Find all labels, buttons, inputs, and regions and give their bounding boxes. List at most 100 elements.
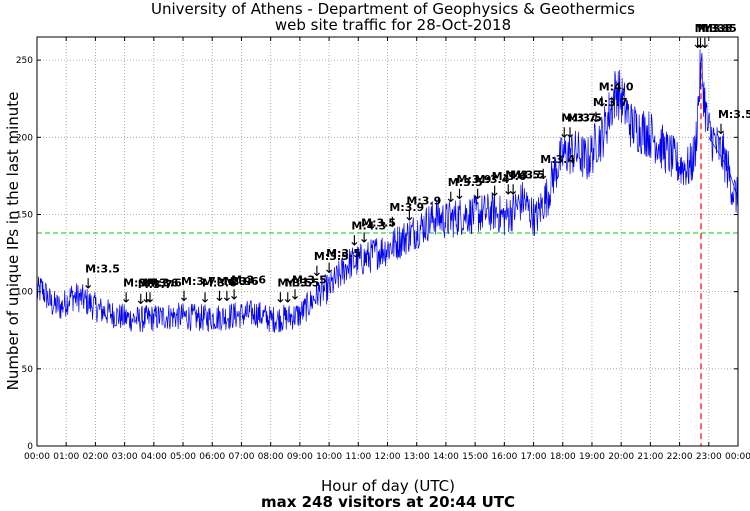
earthquake-marker: ↓M:3.5 xyxy=(507,168,545,198)
earthquake-arrow-icon: ↓ xyxy=(404,209,416,225)
y-tick-label: 150 xyxy=(16,210,33,220)
earthquake-marker: ↓M:3.5 xyxy=(502,168,540,198)
earthquake-arrow-icon: ↓ xyxy=(144,290,156,306)
earthquake-magnitude-label: M:3.7 xyxy=(561,111,596,124)
earthquake-marker: ↓M:3.5 xyxy=(323,247,361,277)
x-tick-label: 08:00 xyxy=(258,452,284,462)
earthquake-arrow-icon: ↓ xyxy=(221,289,233,305)
traffic-series-line xyxy=(36,49,739,333)
earthquake-magnitude-label: M:3.5 xyxy=(505,168,540,181)
x-tick-label: 12:00 xyxy=(375,452,401,462)
x-tick-label: 02:00 xyxy=(82,452,108,462)
chart-title: University of Athens - Department of Geo… xyxy=(151,0,635,18)
earthquake-marker: ↓M:3.8 xyxy=(692,22,730,52)
y-tick-label: 100 xyxy=(16,288,33,298)
earthquake-magnitude-label: M:3.7 xyxy=(593,96,628,109)
earthquake-magnitude-label: M:3.5 xyxy=(277,276,312,289)
earthquake-marker: ↓M:3.6 xyxy=(228,273,266,303)
earthquake-arrow-icon: ↓ xyxy=(507,182,519,198)
x-tick-label: 06:00 xyxy=(199,452,225,462)
earthquake-marker: ↓M:3.6 xyxy=(144,276,182,306)
x-tick-label: 00:00 xyxy=(725,452,750,462)
earthquake-marker: ↓M:3.5 xyxy=(311,250,349,280)
earthquake-magnitude-label: M:3.9 xyxy=(217,275,252,288)
earthquake-magnitude-label: M:3.8 xyxy=(698,22,733,35)
earthquake-arrow-icon: ↓ xyxy=(349,233,361,249)
earthquake-magnitude-label: M:3.5 xyxy=(448,176,483,189)
earthquake-marker: ↓M:3.7 xyxy=(135,278,173,308)
earthquake-marker: ↓M:3.6 xyxy=(221,275,259,305)
earthquake-arrow-icon: ↓ xyxy=(282,290,294,306)
earthquake-magnitude-label: M:4.0 xyxy=(599,80,634,93)
y-axis-ticks: 0 50 100 150 200 250 xyxy=(16,56,738,452)
earthquake-marker: ↓M:3.9 xyxy=(214,275,252,305)
x-tick-label: 05:00 xyxy=(170,452,196,462)
earthquake-arrow-icon: ↓ xyxy=(564,125,576,141)
earthquake-arrow-icon: ↓ xyxy=(489,184,501,200)
earthquake-marker: ↓M:4.3 xyxy=(349,219,387,249)
earthquake-magnitude-label: M:3.8 xyxy=(695,22,730,35)
x-tick-label: 03:00 xyxy=(112,452,138,462)
earthquake-marker: ↓M:3.5 xyxy=(358,216,396,246)
earthquake-arrow-icon: ↓ xyxy=(323,261,335,277)
y-tick-label: 250 xyxy=(16,56,33,66)
x-tick-label: 16:00 xyxy=(491,452,517,462)
x-tick-label: 22:00 xyxy=(667,452,693,462)
earthquake-magnitude-label: M:3.4 xyxy=(540,153,575,166)
earthquake-arrow-icon: ↓ xyxy=(141,290,153,306)
earthquake-magnitude-label: M:3.7 xyxy=(181,275,216,288)
earthquake-magnitude-label: M:3.4 xyxy=(475,173,510,186)
earthquake-marker: ↓M:3.5 xyxy=(445,176,483,206)
earthquake-magnitude-label: M:3.5 xyxy=(510,168,545,181)
earthquake-arrow-icon: ↓ xyxy=(695,36,707,52)
earthquake-arrow-icon: ↓ xyxy=(228,287,240,303)
x-tick-label: 23:00 xyxy=(696,452,722,462)
earthquake-arrow-icon: ↓ xyxy=(692,36,704,52)
earthquake-marker: ↓M:3.9 xyxy=(387,201,425,231)
x-tick-label: 18:00 xyxy=(550,452,576,462)
earthquake-arrow-icon: ↓ xyxy=(289,287,301,303)
x-tick-label: 15:00 xyxy=(462,452,488,462)
earthquake-arrow-icon: ↓ xyxy=(558,125,570,141)
earthquake-marker: ↓M:3.5 xyxy=(282,276,320,306)
y-tick-label: 200 xyxy=(16,133,33,143)
x-tick-label: 19:00 xyxy=(579,452,605,462)
earthquake-arrow-icon: ↓ xyxy=(178,289,190,305)
earthquake-arrow-icon: ↓ xyxy=(445,190,457,206)
earthquake-magnitude-label: M:3.7 xyxy=(138,278,173,291)
earthquake-arrow-icon: ↓ xyxy=(715,122,727,138)
x-tick-label: 09:00 xyxy=(287,452,313,462)
earthquake-magnitude-label: M:3.9 xyxy=(457,173,492,186)
earthquake-markers: ↓M:3.5↓M:3.7↓M:3.7↓M:3.6↓M:3.6↓M:3.7↓M:3… xyxy=(82,22,750,308)
x-tick-label: 21:00 xyxy=(637,452,663,462)
earthquake-marker: ↓M:3.9 xyxy=(454,173,492,203)
x-tick-label: 11:00 xyxy=(345,452,371,462)
earthquake-marker: ↓M:3.5 xyxy=(275,276,313,306)
earthquake-arrow-icon: ↓ xyxy=(387,215,399,231)
earthquake-marker: ↓M:3.5 xyxy=(289,273,327,303)
earthquake-magnitude-label: M:3.5 xyxy=(718,108,750,121)
earthquake-arrow-icon: ↓ xyxy=(120,290,132,306)
series-layer xyxy=(36,49,739,333)
x-tick-label: 20:00 xyxy=(608,452,634,462)
earthquake-magnitude-label: M:3.5 xyxy=(361,216,396,229)
earthquake-magnitude-label: M:3.6 xyxy=(231,273,266,286)
earthquake-arrow-icon: ↓ xyxy=(590,110,602,126)
earthquake-marker: ↓M:3.7 xyxy=(178,275,216,305)
earthquake-marker: ↓M:3.4 xyxy=(472,173,510,203)
traffic-extra-segment xyxy=(708,137,739,200)
earthquake-arrow-icon: ↓ xyxy=(214,289,226,305)
earthquake-magnitude-label: M:3.5 xyxy=(702,22,737,35)
earthquake-arrow-icon: ↓ xyxy=(358,230,370,246)
earthquake-marker: ↓M:4.0 xyxy=(596,80,634,110)
earthquake-magnitude-label: M:3.5 xyxy=(567,111,602,124)
earthquake-magnitude-label: M:3.5 xyxy=(314,250,349,263)
earthquake-marker: ↓M:3.4 xyxy=(537,153,575,183)
earthquake-arrow-icon: ↓ xyxy=(135,292,147,308)
earthquake-magnitude-label: M:3.5 xyxy=(326,247,361,260)
earthquake-marker: ↓M:3.8 xyxy=(695,22,733,52)
earthquake-marker: ↓M:3.5 xyxy=(82,263,120,293)
x-tick-label: 17:00 xyxy=(521,452,547,462)
earthquake-arrow-icon: ↓ xyxy=(502,182,514,198)
